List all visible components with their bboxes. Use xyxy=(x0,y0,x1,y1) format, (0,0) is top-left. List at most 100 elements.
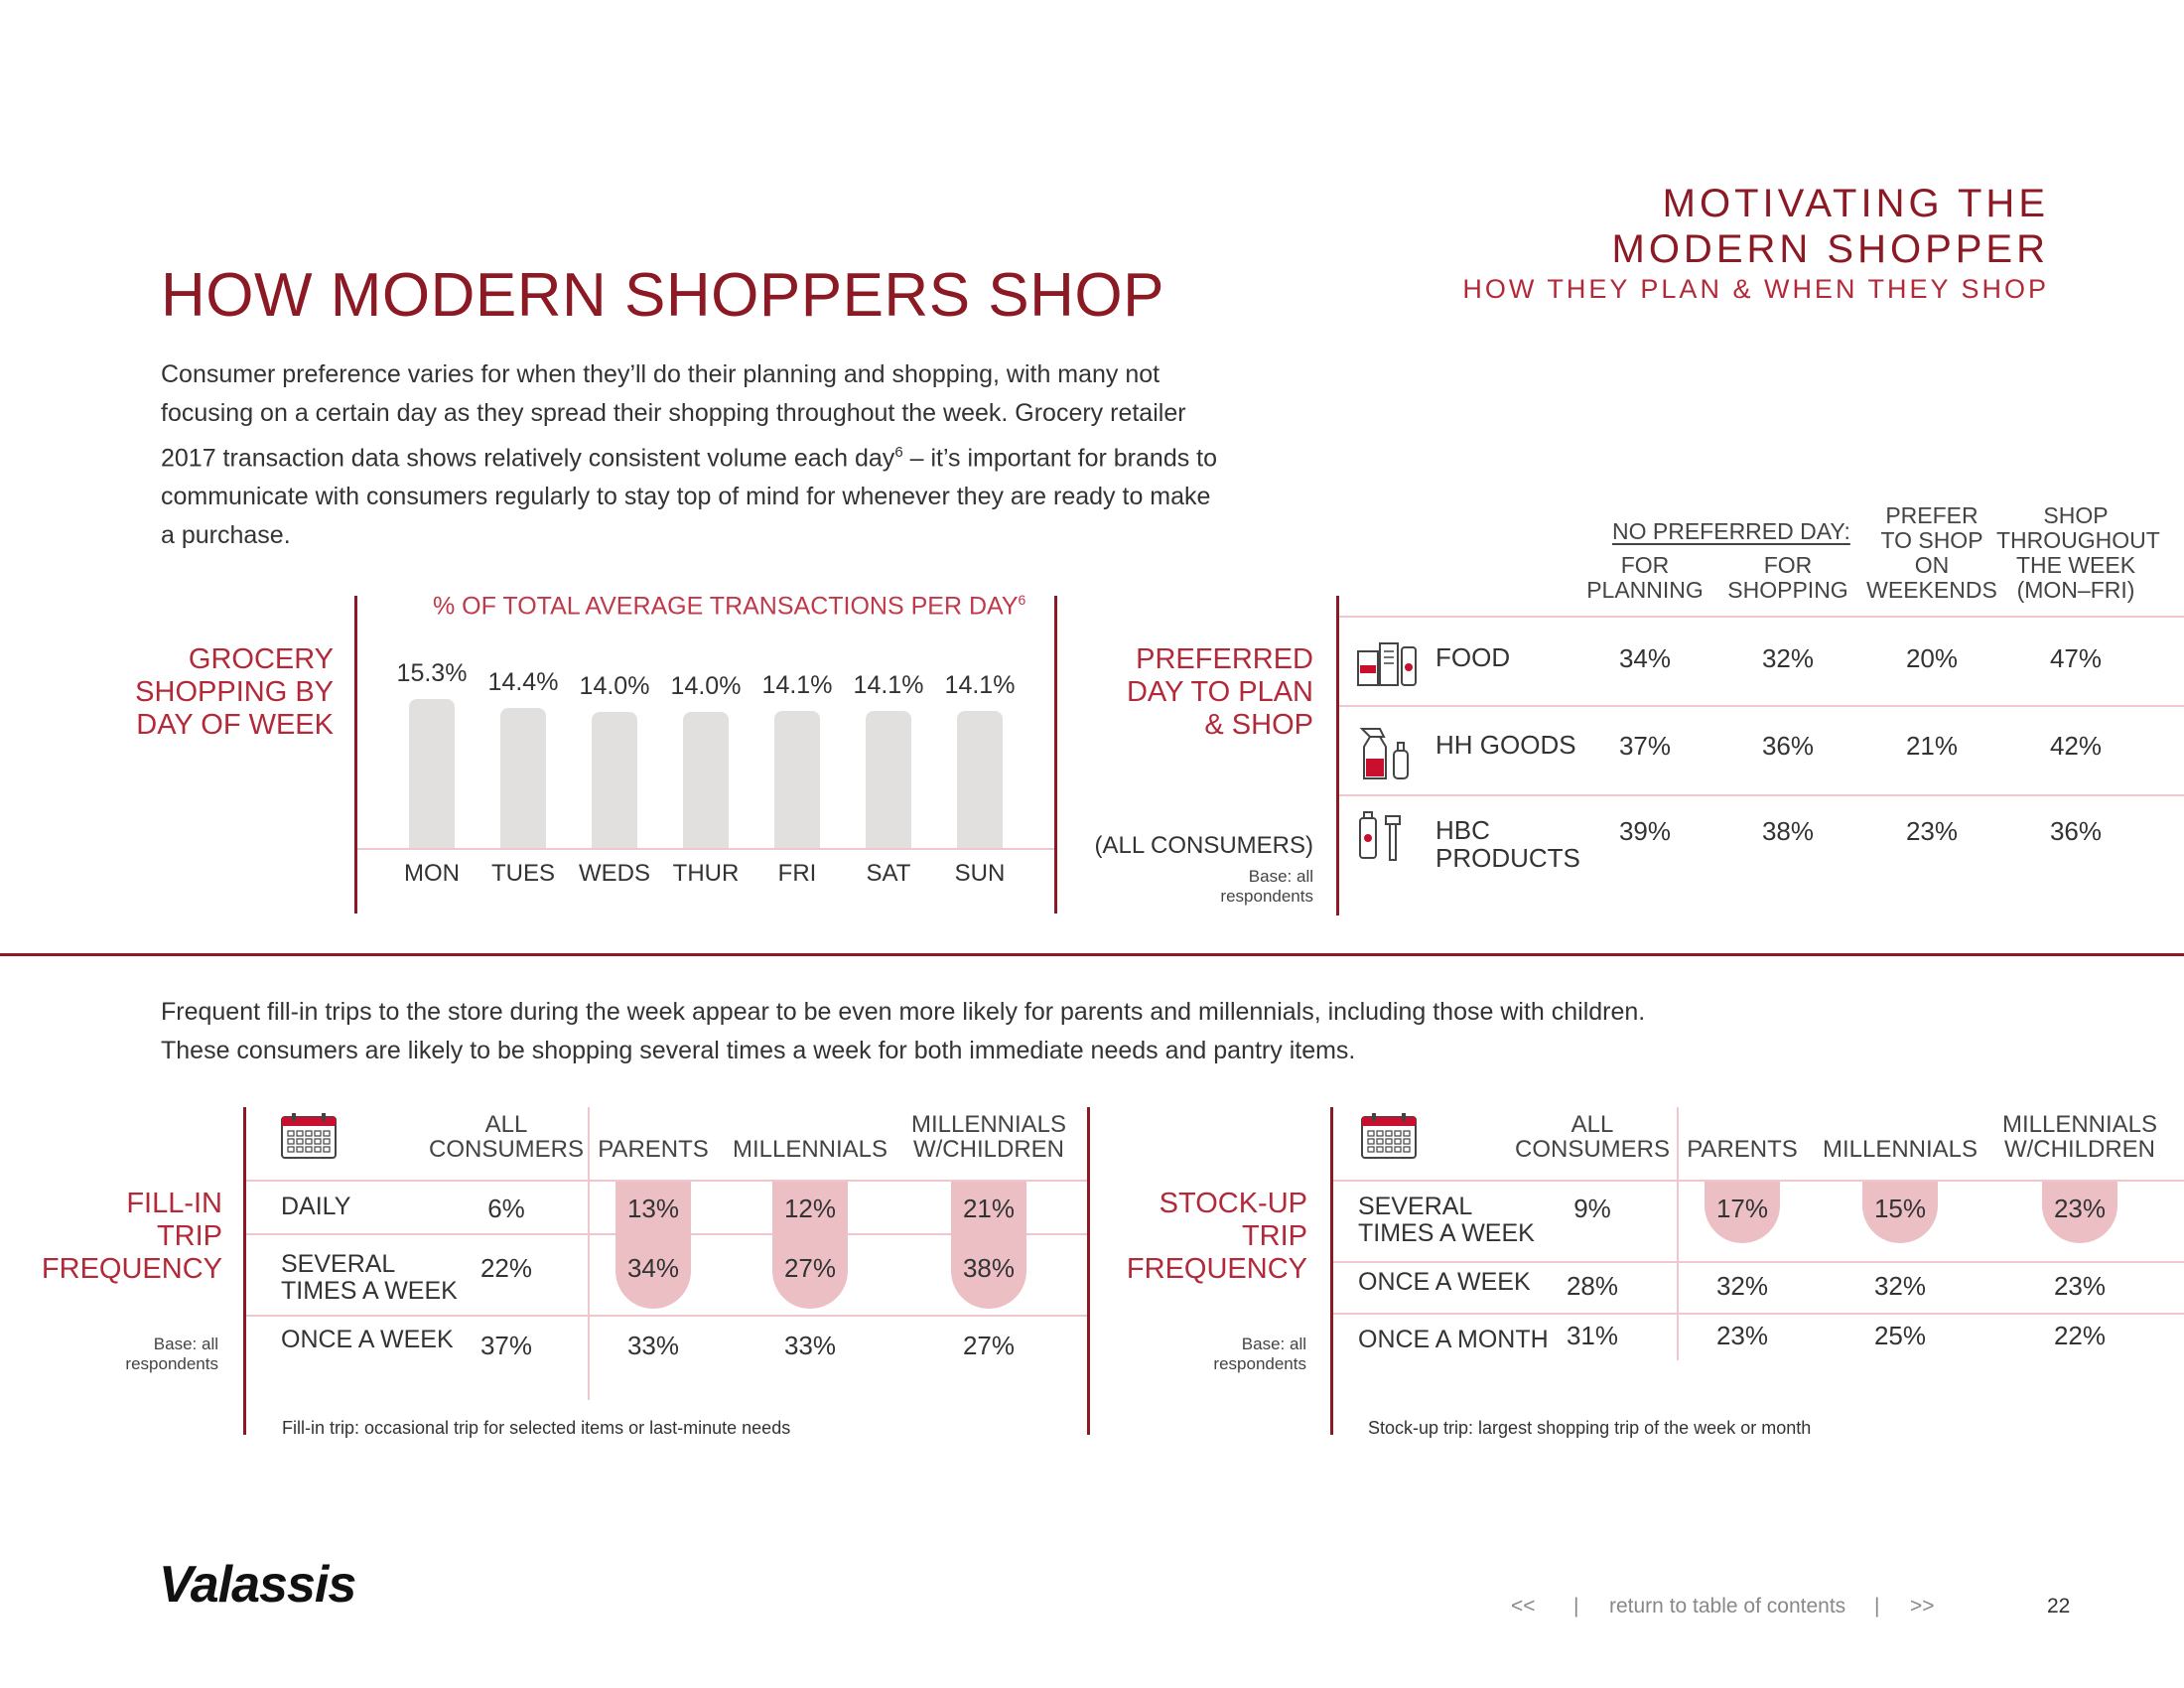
hbc-products-icon xyxy=(1356,810,1412,871)
x-tick-label: THUR xyxy=(672,860,740,887)
value-cell: 23% xyxy=(2053,1194,2107,1223)
row-label-line: ONCE A WEEK xyxy=(281,1326,454,1353)
value-cell: 23% xyxy=(1905,816,1959,846)
column-header-line: ON xyxy=(1914,552,1950,578)
column-header-line: W/CHILDREN xyxy=(912,1136,1064,1163)
next-page-link[interactable]: >> xyxy=(1910,1595,1935,1618)
stockup-base-note: Base: all respondents xyxy=(1213,1335,1306,1373)
highlight-pill xyxy=(951,1182,1026,1309)
column-header: MILLENNIALS W/CHILDREN xyxy=(1990,1112,2169,1162)
chart-right-rule xyxy=(1054,596,1057,914)
page-title: HOW MODERN SHOPPERS SHOP xyxy=(161,261,1164,330)
row-label-line: SEVERAL xyxy=(281,1250,396,1278)
column-header-line: TO SHOP xyxy=(1880,527,1983,553)
column-header-line: CONSUMERS xyxy=(1514,1136,1670,1163)
bar xyxy=(866,710,911,848)
bar xyxy=(683,711,729,848)
fillin-section-label: FILL-IN TRIP FREQUENCY xyxy=(41,1188,222,1285)
chart-left-rule xyxy=(354,596,357,914)
value-cell: 28% xyxy=(1566,1271,1619,1301)
column-header: FOR PLANNING xyxy=(1566,553,1724,603)
column-header-line: (MON–FRI) xyxy=(2016,577,2135,603)
value-cell: 15% xyxy=(1873,1194,1927,1223)
row-label: SEVERAL TIMES A WEEK xyxy=(281,1251,458,1305)
preferred-rule-1 xyxy=(1339,616,2184,618)
section-subtitle: HOW THEY PLAN & WHEN THEY SHOP xyxy=(1462,274,2049,304)
column-header: SHOP THROUGHOUT THE WEEK (MON–FRI) xyxy=(1996,503,2160,603)
column-header-line: FOR xyxy=(1620,552,1670,578)
value-cell: 39% xyxy=(1618,816,1672,846)
food-icon xyxy=(1356,637,1426,692)
row-label-line: ONCE A MONTH xyxy=(1358,1326,1549,1353)
value-cell: 33% xyxy=(626,1331,680,1360)
row-label: ONCE A WEEK xyxy=(1358,1269,1531,1296)
calendar-icon xyxy=(1360,1112,1418,1165)
bar-value-label: 14.0% xyxy=(579,671,650,700)
column-header-line: MILLENNIALS xyxy=(910,1111,1067,1138)
column-header-line: PARENTS xyxy=(1687,1136,1798,1163)
preferred-sub-label: (ALL CONSUMERS) xyxy=(1094,832,1313,859)
value-cell: 17% xyxy=(1715,1194,1769,1223)
column-header-line: W/CHILDREN xyxy=(2003,1136,2155,1163)
value-cell: 22% xyxy=(479,1253,533,1283)
column-header-line: PLANNING xyxy=(1586,577,1704,603)
x-tick-label: FRI xyxy=(777,860,817,887)
value-cell: 33% xyxy=(783,1331,837,1360)
column-header: MILLENNIALS xyxy=(1811,1137,1989,1162)
row-label: HH GOODS xyxy=(1435,731,1576,759)
row-label: SEVERAL TIMES A WEEK xyxy=(1358,1194,1535,1247)
column-header-line: THE WEEK xyxy=(2015,552,2136,578)
fillin-right-rule xyxy=(1087,1107,1090,1435)
intro-paragraph: Consumer preference varies for when they… xyxy=(161,360,1218,550)
row-label-line: HH GOODS xyxy=(1435,730,1576,760)
value-cell: 27% xyxy=(783,1253,837,1283)
value-cell: 34% xyxy=(626,1253,680,1283)
column-header-line: FOR xyxy=(1763,552,1813,578)
stockup-section-label: STOCK-UP TRIP FREQUENCY xyxy=(1126,1188,1307,1285)
column-header: MILLENNIALS xyxy=(721,1137,899,1162)
prev-page-link[interactable]: << xyxy=(1511,1595,1536,1618)
column-header: PARENTS xyxy=(564,1137,743,1162)
table-rule xyxy=(246,1315,1087,1317)
fillin-footnote: Fill-in trip: occasional trip for select… xyxy=(282,1418,791,1438)
bar-value-label: 14.1% xyxy=(853,670,924,699)
bar-value-label: 15.3% xyxy=(396,659,468,688)
value-cell: 47% xyxy=(2049,643,2103,673)
preferred-left-rule xyxy=(1336,596,1339,915)
stockup-footnote: Stock-up trip: largest shopping trip of … xyxy=(1368,1418,1812,1438)
value-cell: 34% xyxy=(1618,643,1672,673)
row-label: HBC PRODUCTS xyxy=(1435,816,1580,872)
value-cell: 42% xyxy=(2049,731,2103,761)
bar-value-label: 14.4% xyxy=(487,667,559,696)
column-header-line: MILLENNIALS xyxy=(732,1136,888,1163)
bar xyxy=(592,711,637,848)
table-rule xyxy=(1333,1180,2184,1182)
column-header-line: PARENTS xyxy=(598,1136,709,1163)
section-divider xyxy=(0,953,2184,956)
page-number: 22 xyxy=(2047,1595,2071,1618)
bar-value-label: 14.1% xyxy=(944,670,1016,699)
column-header-line: WEEKENDS xyxy=(1866,577,1997,603)
column-header: ALL CONSUMERS xyxy=(1503,1112,1682,1162)
value-cell: 32% xyxy=(1873,1271,1927,1301)
stockup-left-rule xyxy=(1330,1107,1333,1435)
grocery-section-label: GROCERY SHOPPING BY DAY OF WEEK xyxy=(135,643,334,741)
value-cell: 37% xyxy=(479,1331,533,1360)
value-cell: 27% xyxy=(962,1331,1016,1360)
bar xyxy=(500,707,546,848)
highlight-pill xyxy=(772,1182,848,1309)
chart-baseline xyxy=(357,848,1054,850)
row-label: FOOD xyxy=(1435,643,1510,671)
column-header-line: MILLENNIALS xyxy=(1822,1136,1979,1163)
value-cell: 20% xyxy=(1905,643,1959,673)
value-cell: 12% xyxy=(783,1194,837,1223)
column-header: ALL CONSUMERS xyxy=(417,1112,596,1162)
column-header-line: CONSUMERS xyxy=(428,1136,584,1163)
toc-link[interactable]: return to table of contents xyxy=(1609,1595,1846,1618)
value-cell: 6% xyxy=(487,1194,525,1223)
value-cell: 36% xyxy=(1761,731,1815,761)
value-cell: 37% xyxy=(1618,731,1672,761)
bar xyxy=(774,710,820,848)
value-cell: 38% xyxy=(962,1253,1016,1283)
value-cell: 9% xyxy=(1573,1194,1611,1223)
